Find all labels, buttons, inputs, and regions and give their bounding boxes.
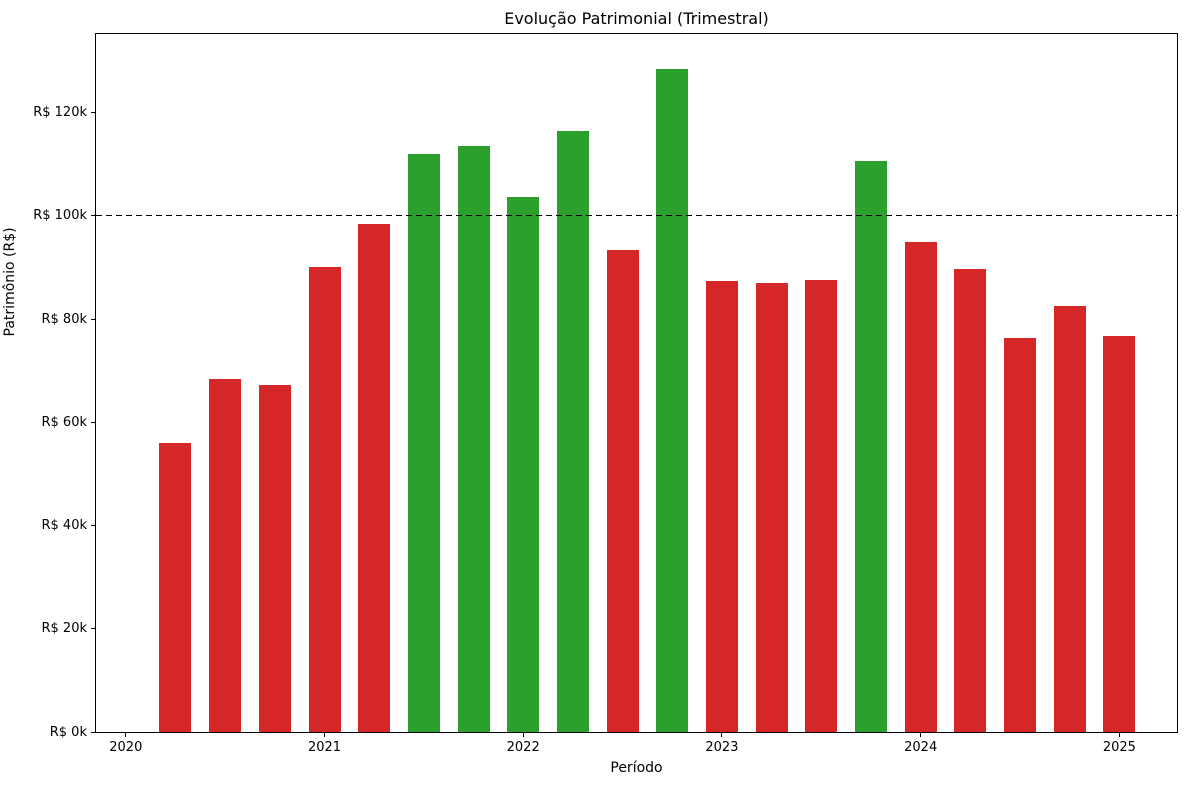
x-tick-label: 2025 <box>1102 740 1136 755</box>
bar-2021-Q4 <box>457 145 490 732</box>
bar-2022-Q4 <box>656 69 689 732</box>
y-tick-mark <box>91 525 95 526</box>
bar-2024-Q1 <box>904 242 937 732</box>
bar-2025-Q1 <box>1103 335 1136 732</box>
bar-2023-Q4 <box>854 160 887 732</box>
y-tick-label: R$ 40k <box>41 518 87 533</box>
y-tick-mark <box>91 318 95 320</box>
bar-2022-Q3 <box>606 250 639 732</box>
bar-2020-Q4 <box>258 384 291 732</box>
y-tick-label: R$ 60k <box>41 414 87 430</box>
bar-2023-Q2 <box>755 283 788 732</box>
bar-2023-Q1 <box>705 280 738 732</box>
x-tick-label: 2022 <box>506 740 540 755</box>
x-tick-label: 2024 <box>904 740 938 755</box>
bar-2021-Q3 <box>407 154 440 732</box>
bar-2022-Q2 <box>556 130 589 732</box>
x-tick-mark <box>721 733 723 737</box>
y-tick-mark <box>91 628 95 630</box>
bar-2023-Q3 <box>805 280 838 732</box>
x-tick-mark <box>522 733 524 737</box>
bar-2021-Q1 <box>308 266 341 732</box>
x-tick-mark <box>920 733 922 737</box>
y-tick-label: R$ 80k <box>41 311 87 327</box>
y-tick-mark <box>91 421 95 423</box>
x-tick-mark <box>1118 733 1120 737</box>
chart-title: Evolução Patrimonial (Trimestral) <box>504 9 769 28</box>
x-axis-title: Período <box>610 760 663 776</box>
bar-2022-Q1 <box>507 197 540 732</box>
y-tick-label: R$ 20k <box>41 621 87 637</box>
y-tick-label: R$ 120k <box>33 105 87 120</box>
threshold-line-100k <box>96 215 1177 217</box>
bar-2024-Q2 <box>954 269 987 732</box>
bar-2024-Q3 <box>1004 337 1037 732</box>
y-tick-mark <box>91 731 95 733</box>
x-tick-mark <box>324 733 325 737</box>
y-tick-label: R$ 0k <box>49 724 87 740</box>
y-tick-label: R$ 100k <box>33 208 87 224</box>
bar-2020-Q2 <box>159 443 192 732</box>
plot-area <box>95 33 1178 733</box>
y-tick-mark <box>91 112 95 113</box>
bar-2024-Q4 <box>1053 306 1086 732</box>
y-tick-mark <box>91 215 95 217</box>
x-tick-mark <box>125 733 127 737</box>
x-tick-label: 2020 <box>109 740 143 755</box>
bar-2020-Q3 <box>209 378 242 732</box>
bar-2021-Q2 <box>358 224 391 732</box>
x-tick-label: 2021 <box>307 740 342 755</box>
x-tick-label: 2023 <box>705 740 739 755</box>
